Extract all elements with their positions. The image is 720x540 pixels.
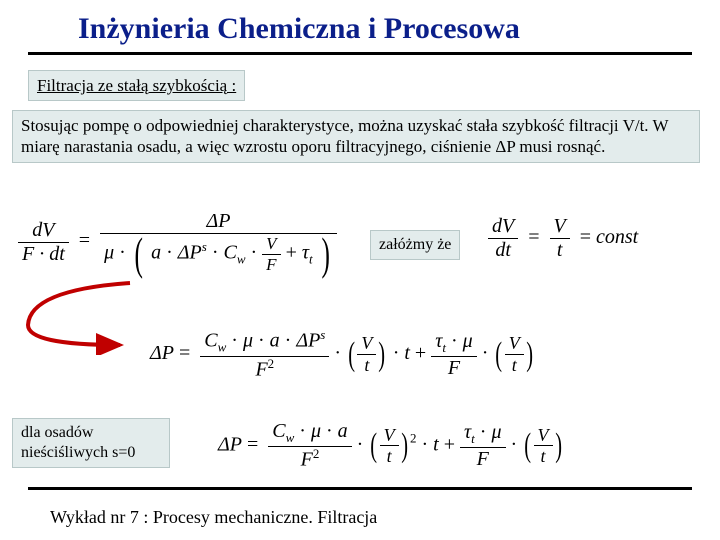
paragraph-box: Stosując pompę o odpowiedniej charaktery… xyxy=(12,110,700,163)
page-title: Inżynieria Chemiczna i Procesowa xyxy=(0,0,720,52)
assume-box: załóżmy że xyxy=(370,230,460,260)
equation-3: ΔP = Cw · μ · a F2 · ( V t )2 · t + τt ·… xyxy=(218,420,564,472)
bottom-rule xyxy=(28,487,692,490)
top-rule xyxy=(28,52,692,55)
curved-arrow-icon xyxy=(20,275,150,355)
subtitle-box: Filtracja ze stałą szybkością : xyxy=(28,70,245,101)
equation-const: dV dt = V t = const xyxy=(488,215,638,262)
incompressible-box: dla osadów nieściśliwych s=0 xyxy=(12,418,170,468)
equation-2: ΔP = Cw · μ · a · ΔPs F2 · ( V t ) · t +… xyxy=(150,328,535,381)
equation-1: dV F · dt = ΔP μ · ( a · ΔPs · Cw · V F … xyxy=(18,210,337,274)
footer-text: Wykład nr 7 : Procesy mechaniczne. Filtr… xyxy=(50,507,377,528)
